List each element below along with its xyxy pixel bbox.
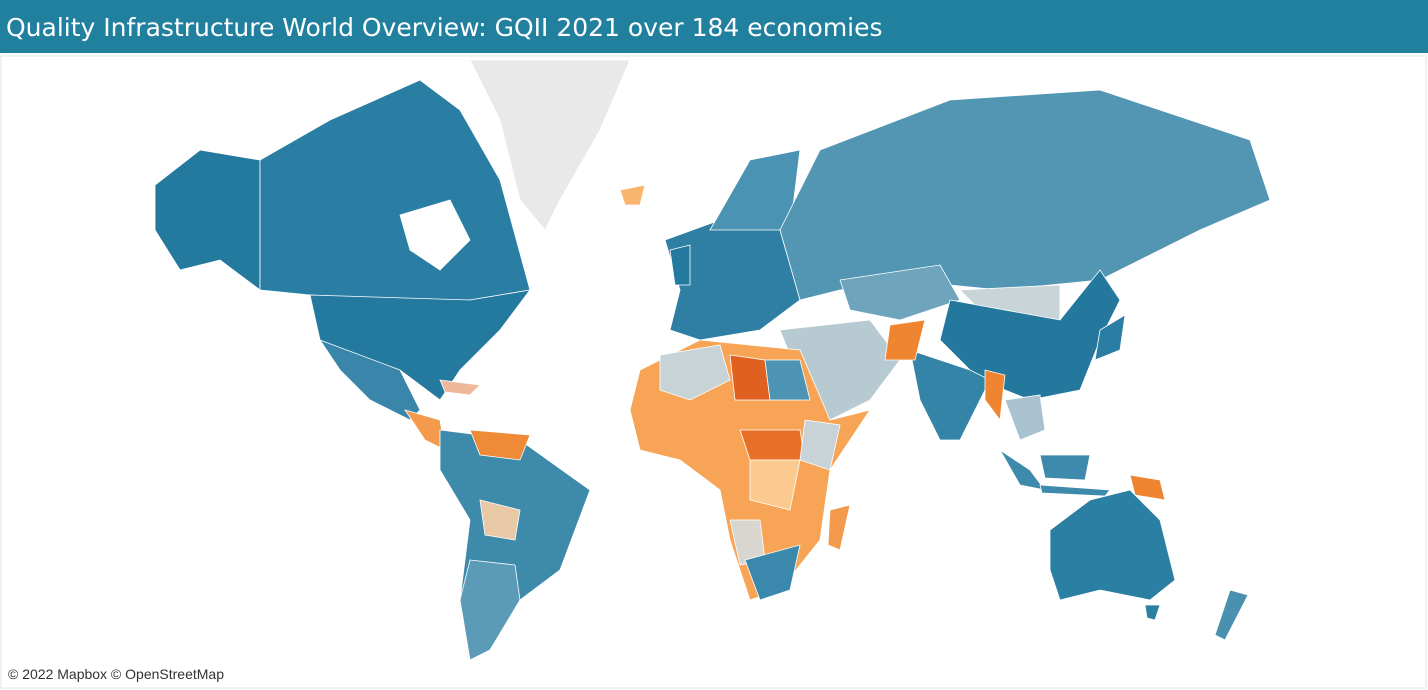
country-shape: [1214, 589, 1249, 641]
country-shape: [469, 429, 531, 461]
country-shape: [469, 59, 631, 231]
country-shape: [669, 244, 691, 286]
country-shape: [1049, 489, 1176, 601]
country-shape: [744, 544, 801, 601]
country-shape: [619, 184, 646, 206]
country-shape: [1094, 314, 1126, 361]
country-shape: [1129, 474, 1166, 501]
country-shape: [1039, 484, 1111, 497]
water-shape: [399, 199, 471, 271]
country-shape: [909, 349, 991, 441]
country-shape: [318, 339, 421, 421]
country-shape: [479, 499, 521, 541]
map-attribution: © 2022 Mapbox © OpenStreetMap: [4, 665, 228, 683]
country-shape: [799, 419, 841, 471]
country-shape: [709, 149, 801, 231]
country-shape: [739, 429, 806, 461]
country-shape: [659, 344, 731, 401]
country-shape: [984, 369, 1006, 422]
country-shape: [154, 149, 261, 291]
country-shape: [459, 559, 521, 661]
country-shape: [439, 379, 481, 396]
country-shape: [1039, 454, 1091, 481]
country-shape: [1004, 394, 1046, 441]
world-map: [0, 55, 1427, 689]
country-shape: [827, 504, 851, 551]
country-shape: [839, 264, 961, 321]
country-shape: [729, 354, 771, 401]
country-shape: [1144, 604, 1161, 621]
country-shape: [764, 359, 811, 401]
page-title: Quality Infrastructure World Overview: G…: [0, 0, 1428, 53]
country-shape: [939, 269, 1121, 401]
country-shape: [884, 319, 926, 361]
country-shape: [749, 459, 801, 511]
